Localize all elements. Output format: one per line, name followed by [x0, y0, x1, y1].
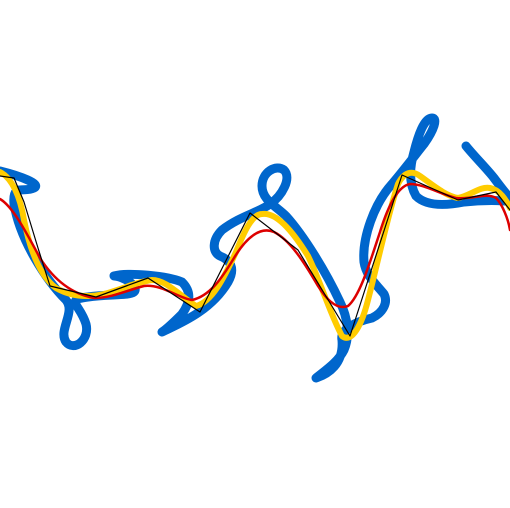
black-control-polyline [0, 174, 510, 337]
blue-loopy-curve [0, 113, 510, 383]
blue-loopy-curve-tail [461, 141, 510, 203]
yellow-smooth-curve [0, 169, 510, 341]
